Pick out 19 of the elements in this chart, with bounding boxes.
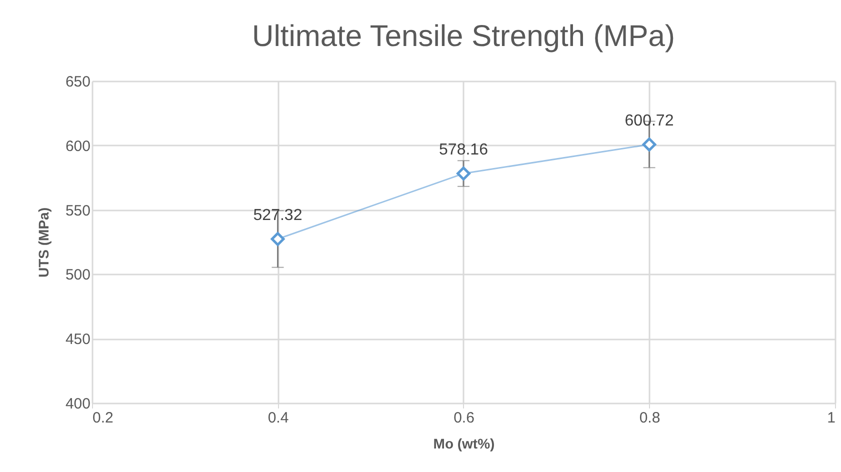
y-tick-label: 600	[65, 138, 90, 155]
point	[270, 232, 285, 246]
x-tick-label: 0.6	[454, 410, 474, 426]
x-tick-label: 1	[827, 410, 836, 426]
y-tick-label: 450	[65, 331, 90, 348]
x-axis-title: Mo (wt%)	[433, 436, 495, 452]
y-axis-title: UTS (MPa)	[35, 208, 52, 278]
point	[642, 138, 656, 152]
y-tick-label: 400	[65, 396, 90, 412]
x-tick-label: 0.2	[92, 410, 114, 426]
data-label: 600.72	[624, 112, 674, 130]
x-tick-label: 0.8	[639, 410, 660, 426]
x-tick-label: 0.4	[268, 410, 289, 426]
chart-title: Ultimate Tensile Strength (MPa)	[252, 20, 675, 53]
point	[456, 166, 470, 180]
y-tick-label: 550	[65, 202, 90, 220]
y-tick-label: 650	[65, 74, 90, 90]
y-tick-label: 500	[65, 266, 90, 284]
data-label: 578.16	[439, 142, 488, 159]
